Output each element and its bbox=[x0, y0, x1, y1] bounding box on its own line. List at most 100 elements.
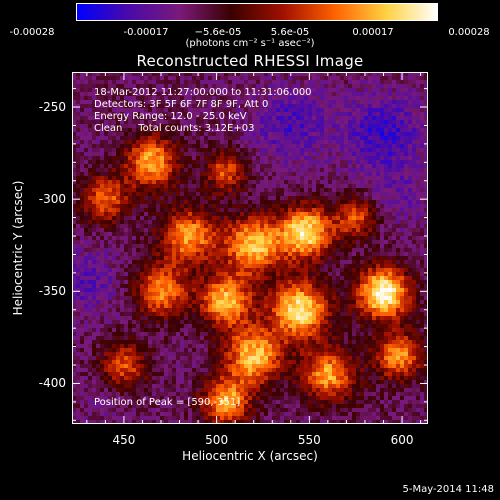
heatmap-cell bbox=[384, 152, 388, 156]
heatmap-cell bbox=[156, 88, 160, 92]
heatmap-cell bbox=[396, 192, 400, 196]
heatmap-cell bbox=[368, 88, 372, 92]
heatmap-cell bbox=[356, 244, 360, 248]
heatmap-cell bbox=[164, 116, 168, 120]
heatmap-cell bbox=[384, 80, 388, 84]
heatmap-cell bbox=[352, 184, 356, 188]
heatmap-cell bbox=[408, 120, 412, 124]
heatmap-cell bbox=[412, 152, 416, 156]
heatmap-cell bbox=[276, 240, 280, 244]
heatmap-cell bbox=[216, 112, 220, 116]
heatmap-cell bbox=[260, 152, 264, 156]
heatmap-cell bbox=[172, 160, 176, 164]
heatmap-cell bbox=[384, 180, 388, 184]
heatmap-cell bbox=[388, 96, 392, 100]
heatmap-cell bbox=[340, 88, 344, 92]
heatmap-cell bbox=[124, 240, 128, 244]
heatmap-cell bbox=[400, 80, 404, 84]
heatmap-cell bbox=[420, 160, 424, 164]
heatmap-cell bbox=[148, 116, 152, 120]
heatmap-cell bbox=[212, 260, 216, 264]
heatmap-cell bbox=[80, 108, 84, 112]
heatmap-cell bbox=[212, 96, 216, 100]
heatmap-cell bbox=[316, 200, 320, 204]
heatmap-cell bbox=[384, 264, 388, 268]
heatmap-cell bbox=[220, 168, 224, 172]
heatmap-cell bbox=[180, 212, 184, 216]
heatmap-cell bbox=[160, 228, 164, 232]
heatmap-cell bbox=[152, 276, 156, 280]
heatmap-cell bbox=[372, 128, 376, 132]
heatmap-cell bbox=[144, 220, 148, 224]
heatmap-cell bbox=[348, 220, 352, 224]
heatmap-cell bbox=[300, 208, 304, 212]
heatmap-cell bbox=[180, 136, 184, 140]
heatmap-cell bbox=[324, 192, 328, 196]
heatmap-cell bbox=[296, 140, 300, 144]
heatmap-cell bbox=[240, 176, 244, 180]
heatmap-cell bbox=[232, 216, 236, 220]
heatmap-cell bbox=[212, 124, 216, 128]
heatmap-cell bbox=[396, 232, 400, 236]
heatmap-cell bbox=[116, 164, 120, 168]
heatmap-cell bbox=[324, 144, 328, 148]
heatmap-cell bbox=[372, 196, 376, 200]
heatmap-cell bbox=[280, 276, 284, 280]
heatmap-cell bbox=[320, 116, 324, 120]
heatmap-cell bbox=[104, 172, 108, 176]
heatmap-cell bbox=[160, 156, 164, 160]
heatmap-cell bbox=[160, 256, 164, 260]
heatmap-cell bbox=[296, 284, 300, 288]
heatmap-cell bbox=[120, 160, 124, 164]
heatmap-cell bbox=[336, 208, 340, 212]
heatmap-cell bbox=[292, 256, 296, 260]
heatmap-cell bbox=[348, 260, 352, 264]
heatmap-cell bbox=[404, 232, 408, 236]
heatmap-cell bbox=[300, 244, 304, 248]
heatmap-cell bbox=[244, 96, 248, 100]
heatmap-cell bbox=[244, 160, 248, 164]
heatmap-cell bbox=[344, 268, 348, 272]
heatmap-cell bbox=[364, 208, 368, 212]
heatmap-cell bbox=[152, 76, 156, 80]
heatmap-cell bbox=[264, 180, 268, 184]
heatmap-cell bbox=[192, 224, 196, 228]
heatmap-cell bbox=[232, 128, 236, 132]
heatmap-cell bbox=[352, 72, 356, 76]
heatmap-cell bbox=[104, 96, 108, 100]
heatmap-cell bbox=[272, 84, 276, 88]
heatmap-cell bbox=[148, 140, 152, 144]
heatmap-cell bbox=[272, 272, 276, 276]
heatmap-cell bbox=[136, 80, 140, 84]
heatmap-cell bbox=[224, 164, 228, 168]
heatmap-cell bbox=[80, 284, 84, 288]
heatmap-cell bbox=[384, 240, 388, 244]
heatmap-cell bbox=[420, 272, 424, 276]
heatmap-cell bbox=[172, 136, 176, 140]
heatmap-cell bbox=[184, 156, 188, 160]
heatmap-cell bbox=[196, 140, 200, 144]
heatmap-cell bbox=[76, 276, 80, 280]
heatmap-cell bbox=[208, 216, 212, 220]
heatmap-cell bbox=[276, 216, 280, 220]
heatmap-cell bbox=[288, 220, 292, 224]
heatmap-cell bbox=[304, 240, 308, 244]
heatmap-cell bbox=[184, 152, 188, 156]
heatmap-cell bbox=[408, 212, 412, 216]
heatmap-cell bbox=[404, 152, 408, 156]
heatmap-cell bbox=[156, 216, 160, 220]
heatmap-cell bbox=[376, 228, 380, 232]
heatmap-cell bbox=[236, 132, 240, 136]
heatmap-cell bbox=[152, 168, 156, 172]
heatmap-cell bbox=[272, 176, 276, 180]
heatmap-cell bbox=[236, 100, 240, 104]
heatmap-cell bbox=[308, 204, 312, 208]
heatmap-cell bbox=[304, 184, 308, 188]
heatmap-cell bbox=[376, 88, 380, 92]
heatmap-cell bbox=[124, 108, 128, 112]
heatmap-cell bbox=[280, 92, 284, 96]
heatmap-cell bbox=[356, 176, 360, 180]
heatmap-cell bbox=[228, 208, 232, 212]
heatmap-cell bbox=[404, 72, 408, 76]
heatmap-cell bbox=[324, 92, 328, 96]
